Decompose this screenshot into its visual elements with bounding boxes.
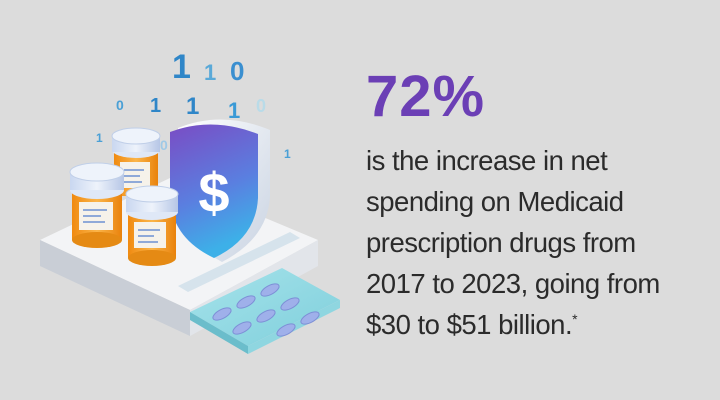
dollar-sign: $ [198,161,229,224]
stat-description-line: is the increase in net [366,145,608,176]
footnote-marker: * [572,310,578,327]
binary-digit: 0 [160,137,168,153]
binary-digit: 1 [96,131,103,145]
binary-digit: 1 [172,48,191,86]
stat-value: 72% [366,64,486,129]
stat-block: 72% is the increase in net spending on M… [366,66,714,345]
stat-description-line: prescription drugs from [366,227,636,258]
shield-dollar-icon: $ [170,119,270,262]
binary-digit: 0 [230,56,244,86]
binary-digit: 0 [116,97,124,113]
stat-description-line: 2017 to 2023, going from [366,268,660,299]
binary-digit: 1 [204,60,216,85]
binary-digit: 1 [150,95,161,117]
binary-code-icon: 1 1 0 0 1 1 1 0 1 0 1 [96,48,291,161]
binary-digit: 0 [256,96,266,116]
stat-description-line: $30 to $51 billion. [366,309,573,340]
blister-pack-icon [190,268,340,354]
binary-digit: 1 [284,147,291,161]
stat-description: is the increase in net spending on Medic… [366,140,714,345]
binary-digit: 1 [228,98,240,123]
pill-bottle-icon [69,127,179,266]
stat-description-line: spending on Medicaid [366,186,624,217]
binary-digit: 1 [186,93,199,120]
medicaid-drugs-illustration: 1 1 0 0 1 1 1 0 1 0 1 [40,48,340,354]
